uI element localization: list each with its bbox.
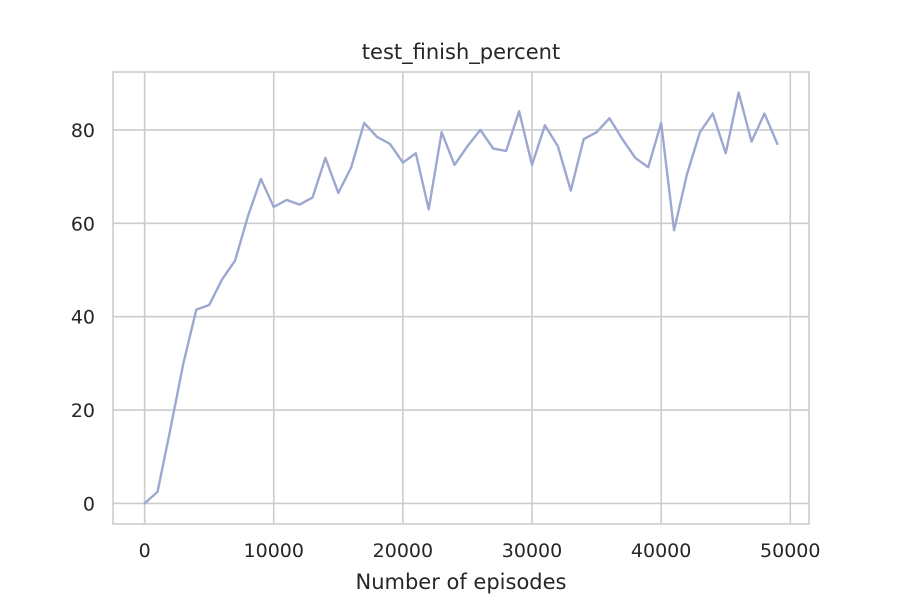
y-tick-label: 20: [71, 400, 95, 422]
chart-title: test_finish_percent: [362, 40, 560, 65]
x-tick-label: 40000: [631, 540, 691, 562]
x-axis-label: Number of episodes: [355, 570, 566, 594]
series-layer: [143, 91, 779, 505]
x-tick-label: 30000: [502, 540, 562, 562]
plot-area: [112, 71, 810, 525]
x-tick-label: 10000: [244, 540, 304, 562]
y-tick-label: 40: [71, 307, 95, 329]
y-tick-label: 60: [71, 213, 95, 235]
series-line: [143, 91, 779, 505]
x-tick-label: 0: [139, 540, 151, 562]
gridlines: [113, 72, 809, 524]
y-tick-label: 0: [83, 493, 95, 515]
x-tick-label: 50000: [760, 540, 820, 562]
y-tick-label: 80: [71, 120, 95, 142]
tick-labels: 0 10000 20000 30000 40000 50000 0 20 40 60 80: [71, 120, 821, 562]
x-tick-label: 20000: [373, 540, 433, 562]
